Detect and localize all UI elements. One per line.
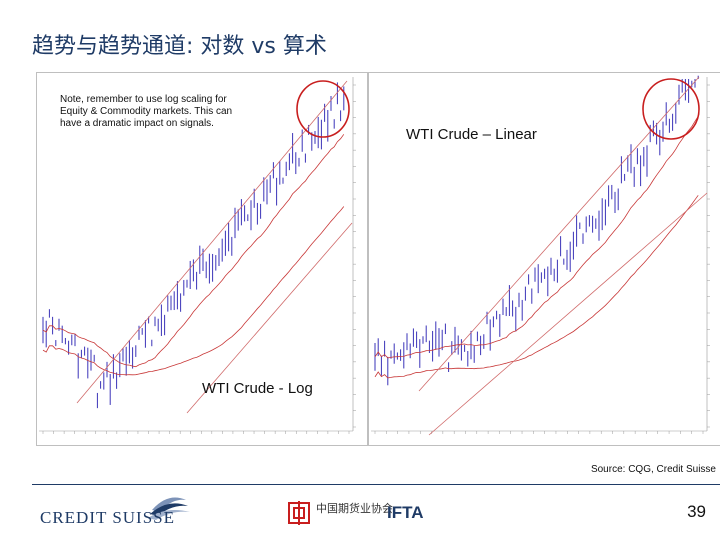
cfta-logo-mark: [288, 501, 310, 525]
credit-suisse-logo: CREDIT SUISSE: [40, 508, 176, 527]
ifta-logo: IFTA: [387, 503, 424, 522]
moving-average-line: [42, 206, 345, 376]
linear-chart-label: WTI Crude – Linear: [406, 126, 537, 143]
footer-divider: [32, 484, 720, 485]
moving-average-line: [42, 134, 345, 368]
source-note: Source: CQG, Credit Suisse: [590, 464, 716, 475]
log-chart-canvas: [39, 77, 356, 434]
channel-line-lower: [186, 222, 353, 414]
linear-chart-canvas: [371, 75, 710, 436]
moving-average-line: [374, 195, 699, 379]
peak-highlight-circle: [296, 80, 350, 138]
channel-line-upper: [418, 76, 700, 392]
cfta-logo-text: 中国期货业协会: [316, 502, 393, 515]
linear-price-chart: [368, 72, 720, 446]
credit-suisse-sails-logo: [148, 497, 190, 520]
moving-average-line: [374, 116, 699, 359]
slide-title: 趋势与趋势通道: 对数 vs 算术: [32, 34, 327, 59]
chart-note: Note, remember to use log scaling for Eq…: [60, 94, 233, 129]
peak-highlight-circle: [642, 78, 700, 140]
page-number: 39: [687, 502, 706, 521]
log-chart-label: WTI Crude - Log: [202, 380, 313, 397]
channel-line-lower: [428, 192, 708, 436]
channel-line-upper: [76, 80, 348, 404]
log-price-chart: [36, 72, 368, 446]
